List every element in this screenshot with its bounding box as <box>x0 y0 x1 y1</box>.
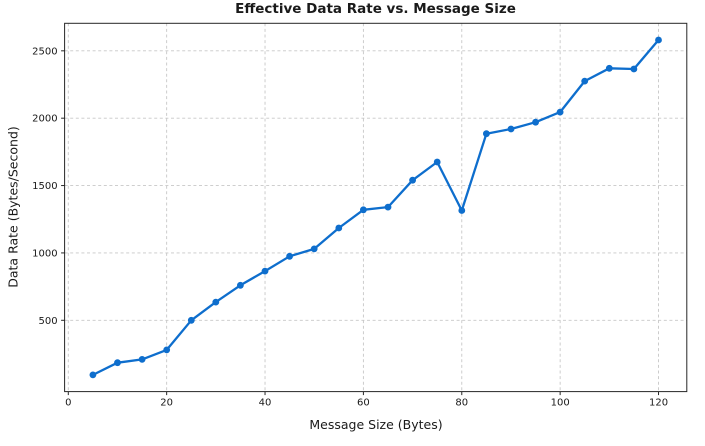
gridlines <box>64 23 687 392</box>
data-point <box>483 130 490 138</box>
plot-spines <box>64 22 688 393</box>
x-tick-label: 0 <box>65 398 71 409</box>
data-point <box>556 108 564 116</box>
x-tick-label: 100 <box>551 398 570 409</box>
tick-marks <box>61 50 660 396</box>
x-tick-label: 40 <box>259 398 272 409</box>
data-point <box>187 316 195 324</box>
data-point <box>237 281 244 289</box>
data-point <box>655 36 662 44</box>
data-point <box>286 252 293 260</box>
x-tick-label: 120 <box>649 398 668 409</box>
data-point <box>581 77 589 85</box>
data-point <box>89 371 97 379</box>
series-effective-data-rate <box>89 36 662 379</box>
data-point <box>310 245 318 253</box>
data-point <box>532 118 539 126</box>
data-point <box>409 176 416 184</box>
data-point <box>605 64 613 72</box>
data-point <box>163 346 171 354</box>
data-point <box>458 207 466 214</box>
data-point <box>212 298 220 306</box>
x-tick-label: 60 <box>357 398 370 409</box>
data-line <box>91 38 660 377</box>
data-point <box>433 158 441 166</box>
data-point <box>335 224 343 232</box>
y-axis-label: Data Rate (Bytes/Second) <box>5 126 21 288</box>
tick-labels: 0 20 40 60 80 100 120 500 1000 1500 2000 2500 <box>32 46 668 408</box>
y-tick-label: 2000 <box>32 114 57 125</box>
data-point <box>507 125 515 133</box>
data-point <box>114 359 121 367</box>
chart-title: Effective Data Rate vs. Message Size <box>235 1 516 17</box>
y-tick-label: 2500 <box>32 46 57 57</box>
x-tick-label: 80 <box>455 398 468 409</box>
y-tick-label: 1000 <box>32 248 57 259</box>
data-point <box>630 65 638 73</box>
x-axis-label: Message Size (Bytes) <box>309 417 443 432</box>
y-tick-label: 1500 <box>32 181 57 192</box>
x-tick-label: 20 <box>160 398 173 409</box>
data-point <box>360 206 367 214</box>
y-tick-label: 500 <box>39 316 58 327</box>
data-point <box>261 267 269 275</box>
data-point <box>138 356 146 363</box>
data-point <box>384 203 392 211</box>
